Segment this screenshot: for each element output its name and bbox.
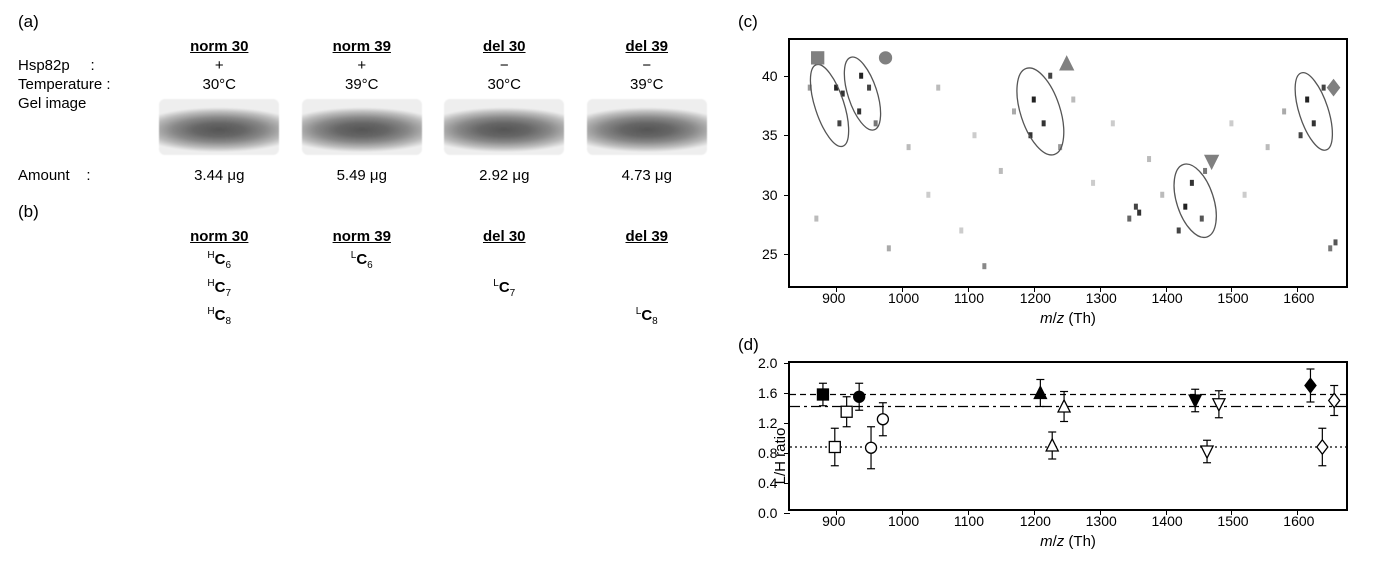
gel-1 bbox=[291, 95, 434, 165]
panel-b-label: (b) bbox=[18, 202, 718, 222]
row-gel-label: Gel image bbox=[18, 95, 148, 165]
row-hsp-text: Hsp82p bbox=[18, 57, 70, 74]
hsp-2: − bbox=[433, 57, 576, 74]
figure-grid: (a) norm 30 norm 39 del 30 del 39 Hsp82p… bbox=[18, 12, 1362, 550]
row-temp-label: Temperature : bbox=[18, 76, 148, 93]
gel-band-icon bbox=[302, 99, 422, 155]
panel-c-wrap: Elution time (min) 900100011001200130014… bbox=[788, 38, 1348, 327]
sep-2: : bbox=[86, 167, 90, 184]
hsp-3: − bbox=[576, 57, 719, 74]
panel-b: (b) norm 30 norm 39 del 30 del 39 HC6LC6… bbox=[18, 202, 718, 329]
isotope-cell: HC7 bbox=[148, 277, 291, 301]
panel-d-label: (d) bbox=[738, 335, 1378, 355]
scatter-chart-icon bbox=[790, 40, 1350, 290]
temp-0: 30°C bbox=[148, 76, 291, 93]
gel-band-icon bbox=[587, 99, 707, 155]
panel-c-xlabel: m/z (Th) bbox=[788, 310, 1348, 327]
row-amt-text: Amount bbox=[18, 167, 70, 184]
panel-a-table: norm 30 norm 39 del 30 del 39 Hsp82p : +… bbox=[18, 38, 718, 184]
gel-band-icon bbox=[444, 99, 564, 155]
panel-d-wrap: L/H ratio 900100011001200130014001500160… bbox=[788, 361, 1348, 550]
isotope-cell: LC6 bbox=[291, 249, 434, 273]
panel-a-label: (a) bbox=[18, 12, 718, 32]
left-column: (a) norm 30 norm 39 del 30 del 39 Hsp82p… bbox=[18, 12, 718, 550]
panel-d-chart: 90010001100120013001400150016000.00.40.8… bbox=[788, 361, 1348, 511]
bcol-0: norm 30 bbox=[148, 228, 291, 245]
bcol-1: norm 39 bbox=[291, 228, 434, 245]
mz-unit: (Th) bbox=[1064, 310, 1096, 327]
gel-3 bbox=[576, 95, 719, 165]
right-column: (c) Elution time (min) 90010001100120013… bbox=[738, 12, 1378, 550]
col-head-1: norm 39 bbox=[291, 38, 434, 55]
col-head-0: norm 30 bbox=[148, 38, 291, 55]
amt-3: 4.73 μg bbox=[576, 167, 719, 184]
panel-c-chart: 900100011001200130014001500160025303540 bbox=[788, 38, 1348, 288]
temp-3: 39°C bbox=[576, 76, 719, 93]
ratio-chart-icon bbox=[790, 363, 1350, 513]
temp-2: 30°C bbox=[433, 76, 576, 93]
gel-band-icon bbox=[159, 99, 279, 155]
col-head-2: del 30 bbox=[433, 38, 576, 55]
row-amt-label: Amount : bbox=[18, 167, 148, 184]
panel-a: (a) norm 30 norm 39 del 30 del 39 Hsp82p… bbox=[18, 12, 718, 184]
amt-1: 5.49 μg bbox=[291, 167, 434, 184]
bcol-2: del 30 bbox=[433, 228, 576, 245]
hsp-1: + bbox=[291, 57, 434, 74]
bcol-3: del 39 bbox=[576, 228, 719, 245]
sep-1: : bbox=[91, 57, 95, 74]
mz-m2: m bbox=[1040, 533, 1053, 550]
amt-0: 3.44 μg bbox=[148, 167, 291, 184]
panel-d: (d) L/H ratio 90010001100120013001400150… bbox=[738, 335, 1378, 550]
isotope-cell: HC8 bbox=[148, 305, 291, 329]
gel-0 bbox=[148, 95, 291, 165]
isotope-cell: LC8 bbox=[576, 305, 719, 329]
panel-d-xlabel: m/z (Th) bbox=[788, 533, 1348, 550]
hsp-0: + bbox=[148, 57, 291, 74]
col-head-3: del 39 bbox=[576, 38, 719, 55]
isotope-cell: HC6 bbox=[148, 249, 291, 273]
panel-c-label: (c) bbox=[738, 12, 1378, 32]
isotope-cell: LC7 bbox=[433, 277, 576, 301]
mz-unit2: (Th) bbox=[1064, 533, 1096, 550]
temp-1: 39°C bbox=[291, 76, 434, 93]
panel-c: (c) Elution time (min) 90010001100120013… bbox=[738, 12, 1378, 327]
panel-b-table: norm 30 norm 39 del 30 del 39 HC6LC6HC7 L… bbox=[18, 228, 718, 329]
amt-2: 2.92 μg bbox=[433, 167, 576, 184]
gel-2 bbox=[433, 95, 576, 165]
row-hsp-label: Hsp82p : bbox=[18, 57, 148, 74]
mz-m: m bbox=[1040, 310, 1053, 327]
